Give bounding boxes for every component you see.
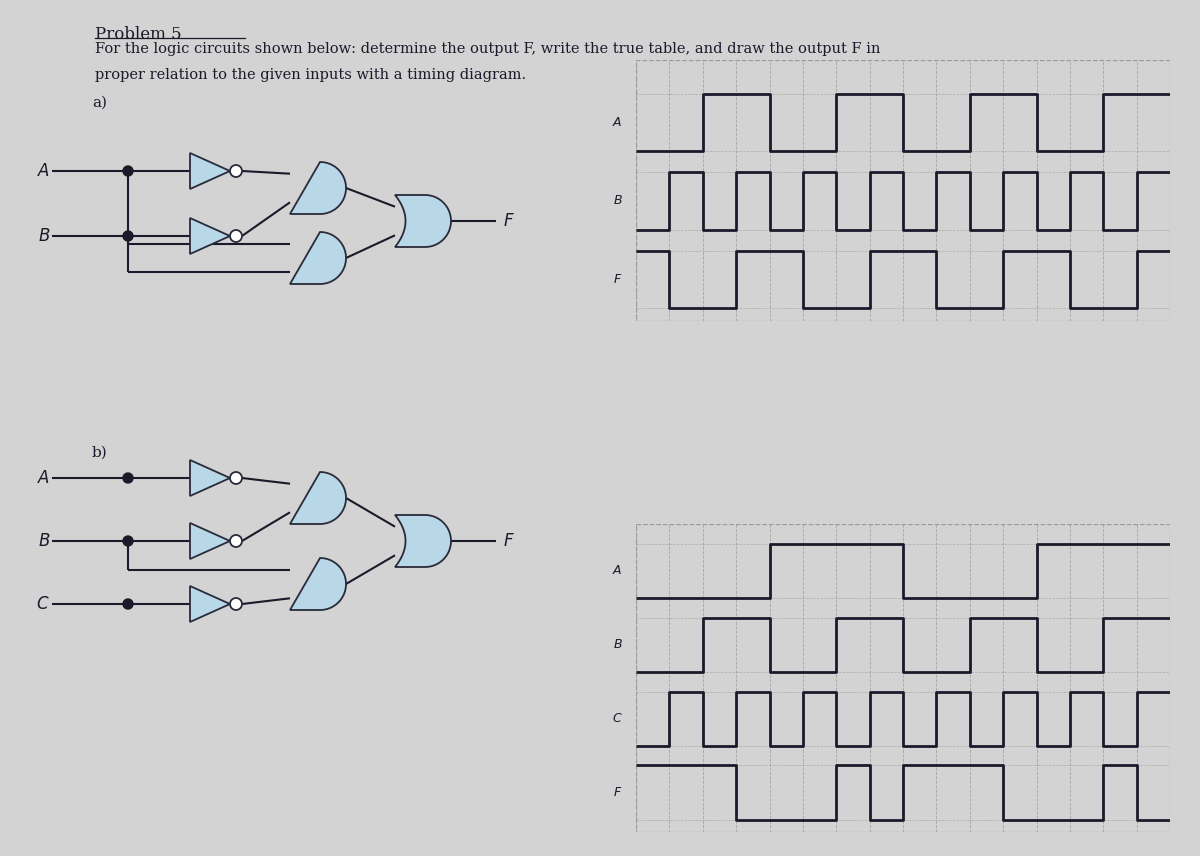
Text: proper relation to the given inputs with a timing diagram.: proper relation to the given inputs with… [95, 68, 526, 82]
Text: $F$: $F$ [503, 532, 515, 550]
Text: $A$: $A$ [612, 564, 623, 577]
Text: $B$: $B$ [37, 227, 50, 245]
Circle shape [230, 598, 242, 610]
Circle shape [124, 599, 133, 609]
Text: $A$: $A$ [612, 116, 623, 129]
Polygon shape [395, 515, 451, 567]
Circle shape [230, 165, 242, 177]
Text: $C$: $C$ [36, 595, 50, 613]
Polygon shape [395, 195, 451, 247]
Text: $A$: $A$ [37, 162, 50, 180]
Circle shape [124, 473, 133, 483]
Circle shape [124, 536, 133, 546]
Circle shape [124, 166, 133, 176]
Text: $B$: $B$ [613, 639, 623, 651]
Polygon shape [190, 153, 230, 189]
Text: For the logic circuits shown below: determine the output F, write the true table: For the logic circuits shown below: dete… [95, 42, 881, 56]
Circle shape [124, 231, 133, 241]
Polygon shape [290, 232, 346, 284]
Text: $C$: $C$ [612, 712, 623, 725]
Circle shape [230, 472, 242, 484]
Polygon shape [190, 523, 230, 559]
Polygon shape [190, 218, 230, 254]
Text: $B$: $B$ [613, 194, 623, 207]
Circle shape [230, 230, 242, 242]
Text: b): b) [92, 446, 108, 460]
Text: $F$: $F$ [613, 786, 623, 800]
Polygon shape [290, 472, 346, 524]
Text: $A$: $A$ [37, 469, 50, 487]
Text: Problem 5: Problem 5 [95, 26, 181, 43]
Circle shape [230, 535, 242, 547]
Polygon shape [290, 558, 346, 610]
Polygon shape [290, 162, 346, 214]
Text: $B$: $B$ [37, 532, 50, 550]
Text: $F$: $F$ [503, 212, 515, 230]
Polygon shape [190, 460, 230, 496]
Polygon shape [190, 586, 230, 622]
Text: $F$: $F$ [613, 273, 623, 286]
Text: a): a) [92, 96, 107, 110]
